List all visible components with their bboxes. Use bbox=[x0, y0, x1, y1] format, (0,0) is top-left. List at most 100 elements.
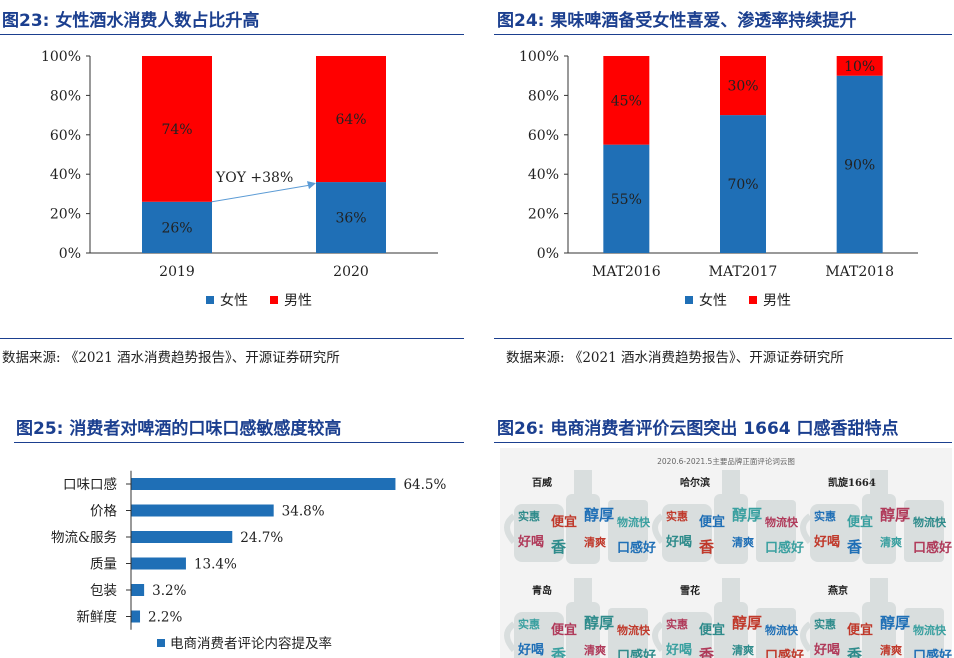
category-label: 价格 bbox=[90, 504, 117, 520]
cloud-word: 醇厚 bbox=[732, 614, 762, 632]
cloud-word: 物流快 bbox=[765, 623, 799, 637]
figure-26-title: 图26: 电商消费者评价云图突出 1664 口感香甜特点 bbox=[497, 419, 899, 439]
figure-24-title: 图24: 果味啤酒备受女性喜爱、渗透率持续提升 bbox=[497, 11, 857, 31]
figure-23-source: 数据来源: 《2021 酒水消费趋势报告》、开源证券研究所 bbox=[2, 350, 340, 366]
bar bbox=[131, 584, 145, 596]
y-tick-label: 0% bbox=[537, 246, 559, 262]
cloud-word: 香 bbox=[847, 538, 862, 556]
data-label: 64.5% bbox=[403, 477, 446, 493]
bottle-neck bbox=[870, 578, 888, 604]
bar-segment-female bbox=[142, 201, 212, 253]
glass-shape bbox=[756, 500, 796, 562]
cloud-word: 清爽 bbox=[880, 643, 902, 657]
data-label: 90% bbox=[844, 157, 875, 173]
data-label: 24.7% bbox=[240, 530, 283, 546]
bar-segment-female bbox=[720, 115, 766, 253]
cloud-word: 清爽 bbox=[732, 535, 754, 549]
mug-shape bbox=[810, 612, 860, 658]
legend-label: 男性 bbox=[284, 293, 312, 309]
category-label: 口味口感 bbox=[63, 476, 117, 493]
x-tick-label: 2020 bbox=[333, 264, 369, 280]
cloud-word: 实惠 bbox=[518, 617, 540, 631]
figure-23-title: 图23: 女性酒水消费人数占比升高 bbox=[2, 11, 260, 31]
mug-shape bbox=[514, 504, 564, 562]
cloud-word: 便宜 bbox=[847, 514, 873, 530]
bottle-neck bbox=[870, 470, 888, 496]
yoy-annotation: YOY +38% bbox=[215, 170, 293, 186]
data-label: 74% bbox=[161, 122, 192, 138]
bar bbox=[131, 557, 186, 570]
data-label: 26% bbox=[161, 220, 192, 236]
legend-label: 女性 bbox=[699, 292, 727, 309]
cloud-word: 口感好 bbox=[913, 648, 952, 658]
cloud-word: 实惠 bbox=[814, 617, 836, 631]
cloud-word: 物流快 bbox=[617, 623, 651, 637]
cloud-word: 醇厚 bbox=[880, 506, 910, 524]
x-tick-label: MAT2018 bbox=[825, 264, 894, 280]
y-tick-label: 40% bbox=[50, 167, 81, 183]
bar bbox=[131, 610, 141, 623]
cloud-word: 醇厚 bbox=[584, 506, 614, 524]
brand-label: 百威 bbox=[532, 476, 552, 489]
cloud-word: 醇厚 bbox=[584, 614, 614, 632]
cloud-word: 口感好 bbox=[913, 540, 952, 556]
mug-shape bbox=[662, 504, 712, 562]
chart-beer-sensitivity: 口味口感 64.5% 价格 34.8% 物流&服务 24.7% 质量 13.4% 包装 3.2% 新… bbox=[51, 470, 447, 652]
cloud-word: 口感好 bbox=[617, 648, 656, 658]
figure-23-top-rule bbox=[0, 34, 464, 35]
brand-label: 哈尔滨 bbox=[680, 476, 710, 489]
y-tick-label: 80% bbox=[50, 88, 81, 104]
bottle-neck bbox=[722, 578, 740, 604]
figure-23-bottom-rule bbox=[0, 338, 464, 339]
mug-handle bbox=[800, 513, 813, 544]
bar-segment-female bbox=[836, 75, 883, 253]
figure-24-source: 数据来源: 《2021 酒水消费趋势报告》、开源证券研究所 bbox=[506, 350, 844, 366]
bar-segment-female bbox=[316, 182, 386, 253]
data-label: 3.2% bbox=[152, 583, 186, 599]
mug-shape bbox=[514, 612, 564, 658]
cloud-word: 清爽 bbox=[880, 535, 902, 549]
word-cloud-image: 2020.6-2021.5主要品牌正面评论词云图 实惠 便宜 醇厚 物流快 好喝香清爽口… bbox=[500, 448, 952, 658]
cloud-word: 醇厚 bbox=[880, 614, 910, 632]
brand-label: 凯旋1664 bbox=[828, 476, 876, 489]
mug-handle bbox=[800, 621, 813, 652]
cloud-word: 口感好 bbox=[765, 648, 804, 658]
bottle-body bbox=[862, 494, 896, 564]
bar-segment-male bbox=[142, 56, 212, 202]
glass-shape bbox=[608, 608, 648, 658]
bottle-body bbox=[566, 602, 600, 658]
bar bbox=[131, 531, 233, 543]
data-label: 55% bbox=[611, 192, 642, 208]
data-label: 2.2% bbox=[148, 610, 182, 626]
cloud-word: 口感好 bbox=[617, 540, 656, 556]
data-label: 64% bbox=[335, 112, 366, 128]
cloud-word: 香 bbox=[699, 538, 714, 556]
data-label: 30% bbox=[727, 79, 758, 95]
bottle-neck bbox=[574, 470, 592, 496]
glass-shape bbox=[904, 608, 944, 658]
mug-handle bbox=[504, 513, 517, 544]
mug-handle bbox=[652, 621, 665, 652]
x-tick-label: 2019 bbox=[159, 264, 195, 280]
category-label: 物流&服务 bbox=[51, 530, 117, 546]
mug-shape bbox=[810, 504, 860, 562]
cloud-word: 物流快 bbox=[617, 515, 651, 529]
glass-shape bbox=[904, 500, 944, 562]
figure-24-bottom-rule bbox=[494, 338, 952, 339]
cloud-word: 香 bbox=[699, 646, 714, 658]
bar-segment-male bbox=[316, 56, 386, 183]
category-label: 包装 bbox=[90, 583, 117, 599]
chart-female-share: 0% 20% 40% 60% 80% 100% 26% 74% 2019 36% 64% 2020 女性… bbox=[41, 49, 438, 309]
cloud-word: 便宜 bbox=[551, 622, 577, 638]
legend-swatch bbox=[157, 639, 165, 647]
cloud-word: 好喝 bbox=[517, 534, 544, 550]
bar-segment-male bbox=[836, 56, 883, 76]
bar bbox=[131, 504, 274, 517]
cloud-word: 便宜 bbox=[699, 622, 725, 638]
data-label: 13.4% bbox=[194, 557, 237, 573]
yoy-arrow-head bbox=[307, 181, 316, 190]
legend-swatch-male bbox=[270, 296, 278, 304]
cloud-word: 清爽 bbox=[732, 643, 754, 657]
word-cloud-graphic: 实惠 便宜 醇厚 物流快好喝香清爽 口感好百威实惠 便宜 醇厚 物流快好喝香清爽 口感好哈尔滨实… bbox=[504, 470, 952, 658]
data-label: 34.8% bbox=[282, 504, 325, 520]
